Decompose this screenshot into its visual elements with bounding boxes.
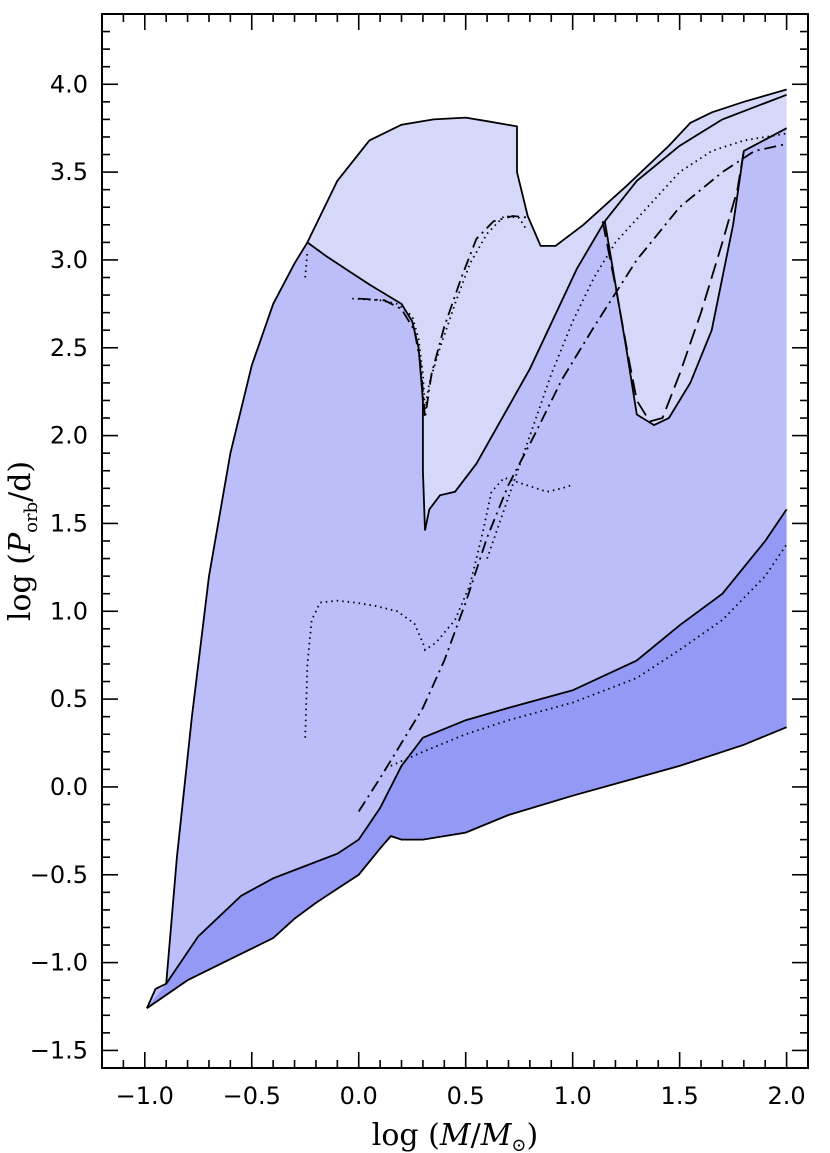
- x-tick-label: 1.5: [661, 1082, 699, 1110]
- y-tick-label: −1.0: [30, 949, 88, 977]
- x-tick-label: −1.0: [116, 1082, 174, 1110]
- y-tick-label: 1.5: [50, 509, 88, 537]
- x-axis-label: log (M/M⊙): [372, 1118, 538, 1153]
- x-tick-label: −0.5: [223, 1082, 281, 1110]
- axis-ticks: [101, 13, 809, 1069]
- y-tick-label: −1.5: [30, 1036, 88, 1064]
- region-boundaries: [146, 88, 788, 1010]
- y-tick-label: 3.0: [50, 246, 88, 274]
- x-tick-labels: −1.0 −0.5 0.0 0.5 1.0 1.5 2.0: [116, 1082, 806, 1110]
- track-dotted-1: [304, 251, 309, 278]
- boundary-line-4: [165, 508, 788, 985]
- y-axis-label: log (Porb/d): [3, 461, 42, 621]
- y-tick-label: 3.5: [50, 158, 88, 186]
- boundary-line-1: [306, 88, 787, 247]
- x-tick-label: 1.0: [554, 1082, 592, 1110]
- track-dash-dot-3: [358, 215, 530, 419]
- evolution-tracks: [304, 132, 788, 812]
- boundary-line-5: [146, 726, 787, 1010]
- region-medium: [146, 128, 787, 1009]
- x-tick-label: 0.0: [340, 1082, 378, 1110]
- y-tick-label: −0.5: [30, 861, 88, 889]
- y-tick-label: 4.0: [50, 70, 88, 98]
- x-tick-label: 2.0: [768, 1082, 806, 1110]
- track-dotted-4: [304, 476, 573, 738]
- region-light: [307, 89, 787, 531]
- shaded-regions: [146, 89, 787, 1009]
- y-tick-labels: −1.5 −1.0 −0.5 0.0 0.5 1.0 1.5 2.0 2.5 3.0 3.5 4.0: [30, 70, 88, 1064]
- x-tick-label: 0.5: [447, 1082, 485, 1110]
- boundary-line-2: [146, 93, 787, 1009]
- y-tick-label: 2.0: [50, 422, 88, 450]
- y-tick-label: 0.5: [50, 685, 88, 713]
- y-tick-label: 2.5: [50, 334, 88, 362]
- y-tick-label: 0.0: [50, 773, 88, 801]
- region-dark: [146, 509, 787, 1009]
- track-long-dash-6: [601, 150, 745, 423]
- track-dash-dot-7: [357, 143, 787, 812]
- y-tick-label: 1.0: [50, 597, 88, 625]
